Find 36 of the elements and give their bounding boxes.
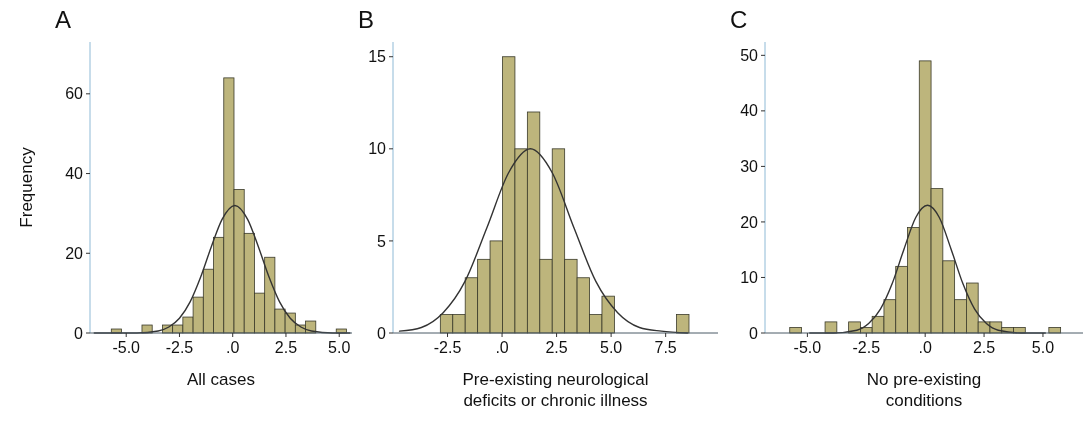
- x-axis-title: No pre-existing conditions: [866, 370, 982, 410]
- y-tick-label: 20: [65, 244, 84, 262]
- chart-title: C: [730, 6, 748, 33]
- y-tick-label: 5: [377, 232, 387, 250]
- y-tick-label: 0: [74, 324, 84, 342]
- x-tick-label: .0: [918, 339, 932, 356]
- y-tick-label: 20: [740, 213, 759, 231]
- chart-title: B: [358, 6, 375, 33]
- x-tick-label: 5.0: [328, 339, 351, 356]
- x-tick-label: 5.0: [1031, 339, 1055, 356]
- x-axis-title: Pre-existing neurological deficits or chronic illness: [462, 370, 649, 410]
- y-tick-label: 60: [65, 85, 84, 103]
- y-tick-label: 10: [368, 140, 387, 158]
- y-tick-label: 40: [65, 165, 84, 183]
- chart-title: A: [55, 6, 72, 33]
- y-axis-title: Frequency: [17, 146, 36, 228]
- y-tick-label: 0: [377, 324, 387, 342]
- y-tick-label: 0: [749, 324, 759, 342]
- x-tick-label: -5.0: [793, 339, 822, 356]
- x-axis-title: All cases: [186, 370, 256, 389]
- x-tick-label: -2.5: [165, 339, 194, 356]
- x-tick-label: -2.5: [852, 339, 881, 356]
- y-tick-label: 30: [740, 158, 759, 175]
- y-tick-label: 50: [740, 46, 759, 64]
- x-tick-label: 7.5: [654, 339, 677, 356]
- y-tick-label: 40: [740, 102, 759, 120]
- x-tick-label: 2.5: [545, 339, 568, 356]
- x-tick-label: 2.5: [972, 339, 996, 356]
- x-tick-label: 5.0: [600, 339, 623, 356]
- y-tick-label: 10: [740, 269, 759, 287]
- x-tick-label: .0: [226, 339, 240, 356]
- y-tick-label: 15: [368, 48, 387, 66]
- x-tick-label: -2.5: [433, 339, 462, 356]
- x-tick-label: -5.0: [112, 339, 141, 356]
- x-tick-label: 2.5: [274, 339, 298, 356]
- x-tick-label: .0: [495, 339, 509, 356]
